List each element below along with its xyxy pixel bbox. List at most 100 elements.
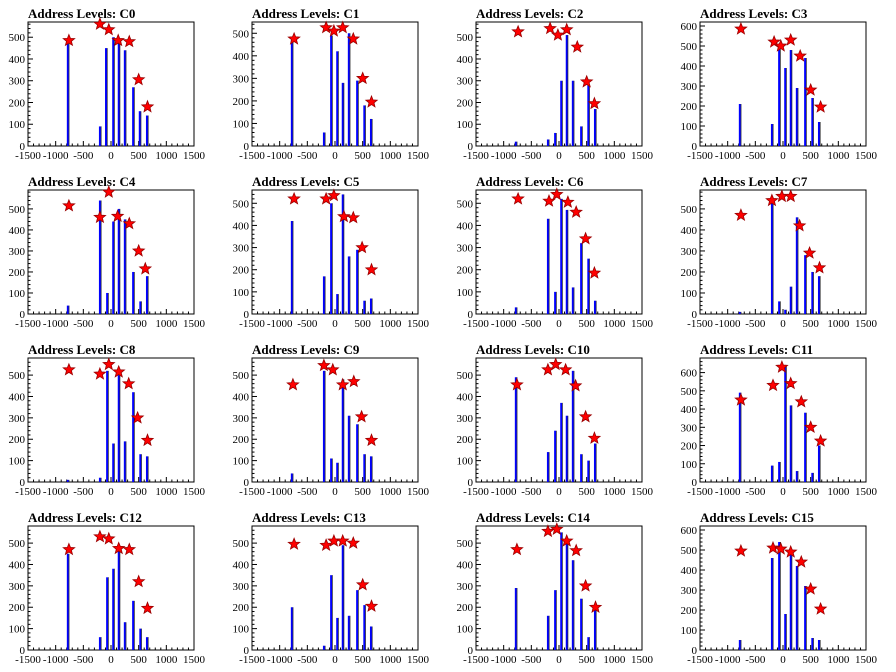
y-tick-label: 0 [20, 141, 26, 153]
y-tick-label: 100 [233, 624, 250, 636]
y-tick-label: 500 [233, 198, 250, 210]
histogram-bar [789, 405, 792, 482]
peak-marker [131, 72, 146, 86]
peak-marker [326, 362, 340, 376]
peak-marker [347, 374, 361, 388]
y-tick-label: 500 [681, 386, 698, 398]
y-tick-label: 200 [9, 434, 26, 446]
x-tick-label: 500 [578, 150, 595, 162]
y-tick-label: 200 [233, 96, 250, 108]
histogram-bar [738, 104, 741, 146]
histogram-bar [363, 605, 366, 650]
x-tick-label: 500 [802, 486, 819, 498]
histogram-bar [139, 301, 142, 314]
plot-panel-0: Address Levels: C00100200300400500-1500-… [9, 6, 206, 162]
y-tick-label: 200 [681, 267, 698, 279]
y-tick-label: 200 [9, 602, 26, 614]
y-tick-label: 500 [9, 204, 26, 216]
histogram-bar [145, 115, 148, 146]
x-tick-label: 1500 [855, 318, 878, 330]
y-tick-label: 300 [681, 422, 698, 434]
peak-marker [794, 554, 809, 568]
peak-marker [510, 377, 524, 391]
y-tick-label: 0 [692, 645, 698, 657]
peak-marker [783, 189, 798, 203]
x-tick-label: -1500 [463, 150, 489, 162]
peak-marker [550, 522, 564, 535]
x-tick-label: 1000 [155, 654, 178, 666]
y-tick-label: 0 [692, 141, 698, 153]
y-tick-label: 500 [681, 41, 698, 53]
histogram-bar [817, 640, 820, 650]
y-tick-label: 100 [681, 288, 698, 300]
peak-marker [111, 541, 126, 555]
peak-marker [541, 524, 555, 538]
peak-marker [587, 431, 602, 444]
y-tick-label: 400 [681, 404, 698, 416]
x-tick-label: -500 [297, 150, 318, 162]
peak-marker [93, 17, 107, 30]
x-tick-label: -500 [745, 654, 766, 666]
y-tick-label: 100 [457, 456, 474, 468]
plot-panel-12: Address Levels: C12 0 100 200 300 400 500 -1500… [9, 510, 206, 666]
x-tick-label: 1000 [603, 654, 626, 666]
histogram-bar [546, 218, 549, 314]
x-tick-label: 1000 [827, 486, 850, 498]
histogram-bar [560, 402, 563, 482]
y-tick-label: 200 [9, 267, 26, 279]
peak-marker [355, 71, 370, 85]
y-tick-label: 400 [457, 220, 474, 232]
histogram-bar [817, 445, 820, 482]
histogram-bar [105, 48, 108, 146]
plot-title: Address Levels: C4 [28, 174, 136, 189]
histogram-bar [106, 292, 109, 314]
x-tick-label: 1500 [407, 486, 430, 498]
peak-marker [319, 20, 333, 34]
histogram-bar [580, 126, 583, 146]
y-tick-label: 300 [233, 73, 250, 85]
plot-frame [475, 357, 643, 483]
peak-marker [813, 99, 828, 113]
histogram-bar [123, 50, 126, 146]
histogram-bar [811, 98, 814, 146]
peak-marker [364, 433, 379, 447]
y-tick-label: 300 [681, 81, 698, 93]
histogram-bar [587, 258, 590, 314]
x-tick-label: -500 [521, 318, 542, 330]
x-tick-label: 0 [332, 486, 338, 498]
x-tick-label: 500 [354, 486, 371, 498]
histogram-bar [554, 430, 557, 482]
histogram-bar [811, 271, 814, 314]
histogram-bar [778, 46, 781, 146]
plot-panel-8: Address Levels: C80100200300400500-1500-… [9, 342, 206, 498]
peak-marker [354, 409, 369, 423]
x-tick-label: -500 [73, 486, 94, 498]
x-tick-label: 1500 [183, 486, 206, 498]
plot-panel-5: Address Levels: C50100200300400500-1500-… [233, 174, 430, 330]
y-tick-label: 0 [20, 477, 26, 489]
peak-marker [130, 410, 145, 424]
histogram-bar [132, 600, 135, 650]
x-tick-label: 0 [780, 318, 786, 330]
plot-frame [699, 357, 867, 483]
histogram-bar [817, 122, 820, 146]
peak-marker [102, 357, 116, 371]
histogram-bar [66, 305, 69, 314]
histogram-bar [546, 139, 549, 146]
plot-title: Address Levels: C7 [700, 174, 808, 189]
y-tick-label: 400 [457, 559, 474, 571]
plot-panel-1: Address Levels: C10100200300400500-1500-… [233, 6, 430, 162]
histogram-bar [66, 43, 69, 146]
x-tick-label: -1500 [239, 318, 265, 330]
x-tick-label: 1500 [183, 654, 206, 666]
plot-title: Address Levels: C15 [700, 510, 814, 525]
y-tick-label: 0 [20, 309, 26, 321]
y-tick-label: 500 [233, 370, 250, 382]
x-tick-label: 1000 [379, 654, 402, 666]
histogram-bar [356, 80, 359, 146]
plot-title: Address Levels: C5 [252, 174, 360, 189]
histogram-bar [811, 638, 814, 650]
histogram-bar [795, 88, 798, 146]
y-tick-label: 200 [457, 434, 474, 446]
histogram-bar [593, 443, 596, 482]
